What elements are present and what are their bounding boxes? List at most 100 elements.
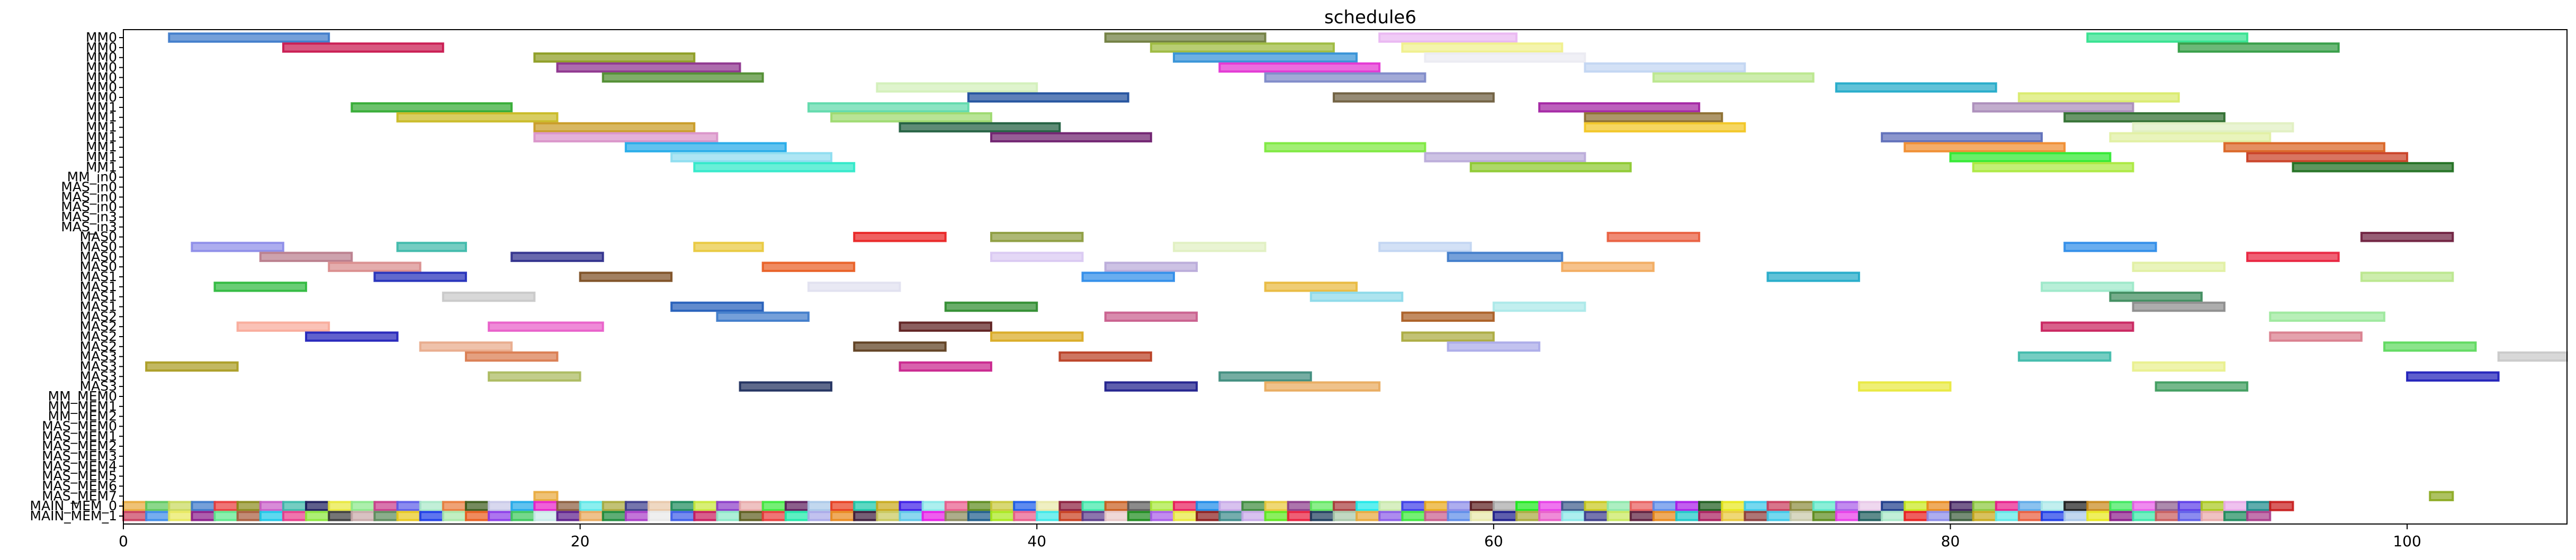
y-tick-label: MAS1 <box>80 299 117 314</box>
task-bar-281 <box>1652 511 1677 521</box>
y-tick-label: MM0 <box>86 69 117 85</box>
task-bar-70 <box>373 272 467 282</box>
y-tick-label: MAS_in0 <box>61 199 117 214</box>
task-bar-118 <box>2429 491 2454 501</box>
task-bar-139 <box>579 501 604 511</box>
task-bar-53 <box>2360 231 2454 242</box>
task-bar-222 <box>305 511 330 521</box>
task-bar-44 <box>1949 152 2112 162</box>
task-bar-159 <box>1036 501 1061 511</box>
task-bar-24 <box>1538 102 1701 113</box>
task-bar-113 <box>1104 381 1198 392</box>
task-bar-235 <box>602 511 627 521</box>
task-bar-111 <box>2406 371 2500 382</box>
y-tick-label: MAS2 <box>80 319 117 334</box>
task-bar-189 <box>1721 501 1746 511</box>
task-bar-183 <box>1584 501 1609 511</box>
task-bar-205 <box>2086 501 2112 511</box>
task-bar-26 <box>396 112 559 123</box>
task-bar-155 <box>944 501 970 511</box>
task-bar-283 <box>1698 511 1724 521</box>
task-bar-221 <box>282 511 308 521</box>
task-bar-31 <box>899 122 1061 133</box>
task-bar-209 <box>2177 501 2203 511</box>
y-tick-label: MM0 <box>86 89 117 105</box>
task-bar-299 <box>2063 511 2089 521</box>
task-bar-224 <box>351 511 376 521</box>
task-bar-174 <box>1378 501 1404 511</box>
task-bar-40 <box>1904 142 2066 152</box>
task-bar-132 <box>419 501 444 511</box>
y-tick-label: MAS3 <box>80 349 117 364</box>
task-bar-137 <box>533 501 559 511</box>
task-bar-1 <box>1104 32 1267 43</box>
y-tick-label: MM1 <box>86 139 117 155</box>
task-bar-30 <box>533 122 696 133</box>
task-bar-87 <box>1104 311 1198 322</box>
task-bar-194 <box>1835 501 1860 511</box>
task-bar-13 <box>1584 62 1746 73</box>
y-tick-label: MM1 <box>86 159 117 175</box>
task-bar-257 <box>1104 511 1129 521</box>
task-bar-270 <box>1401 511 1426 521</box>
task-bar-130 <box>373 501 399 511</box>
task-bar-144 <box>693 501 719 511</box>
x-tick-label: 20 <box>571 532 590 550</box>
task-bar-240 <box>716 511 741 521</box>
task-bar-254 <box>1036 511 1061 521</box>
task-bar-6 <box>1401 42 1564 53</box>
y-tick-label: MM_in0 <box>67 169 117 185</box>
task-bar-188 <box>1698 501 1724 511</box>
task-bar-123 <box>213 501 239 511</box>
task-bar-78 <box>2040 282 2134 292</box>
x-tick-label: 80 <box>1941 532 1960 550</box>
task-bar-124 <box>236 501 262 511</box>
task-bar-110 <box>1218 371 1312 382</box>
task-bar-247 <box>876 511 901 521</box>
y-tick-label: MM0 <box>86 30 117 45</box>
task-bar-81 <box>2109 291 2203 302</box>
task-bar-212 <box>2246 501 2272 511</box>
task-bar-246 <box>853 511 878 521</box>
task-bars <box>122 32 2568 521</box>
task-bar-50 <box>853 231 947 242</box>
task-bar-150 <box>830 501 856 511</box>
task-bar-249 <box>921 511 947 521</box>
task-bar-32 <box>1584 122 1746 133</box>
task-bar-292 <box>1904 511 1929 521</box>
task-bar-4 <box>282 42 444 53</box>
y-tick-label: MAS0 <box>80 239 117 255</box>
task-bar-305 <box>2200 511 2226 521</box>
task-bar-207 <box>2132 501 2157 511</box>
task-bar-161 <box>1081 501 1107 511</box>
task-bar-134 <box>464 501 490 511</box>
task-bar-56 <box>693 241 764 252</box>
task-bar-250 <box>944 511 970 521</box>
task-bar-282 <box>1675 511 1701 521</box>
y-tick-label: MAS1 <box>80 269 117 284</box>
task-bar-192 <box>1789 501 1815 511</box>
task-bar-227 <box>419 511 444 521</box>
task-bar-88 <box>1401 311 1495 322</box>
task-bar-284 <box>1721 511 1746 521</box>
task-bar-138 <box>556 501 581 511</box>
task-bar-177 <box>1447 501 1472 511</box>
task-bar-67 <box>1104 261 1198 272</box>
task-bar-266 <box>1309 511 1335 521</box>
task-bar-151 <box>853 501 878 511</box>
task-bar-243 <box>784 511 810 521</box>
task-bar-170 <box>1287 501 1312 511</box>
task-bar-27 <box>830 112 992 123</box>
task-bar-298 <box>2040 511 2066 521</box>
task-bar-16 <box>1652 72 1815 83</box>
task-bar-304 <box>2177 511 2203 521</box>
task-bar-264 <box>1264 511 1289 521</box>
task-bar-231 <box>510 511 536 521</box>
task-bar-94 <box>305 331 399 342</box>
task-bar-259 <box>1150 511 1175 521</box>
task-bar-19 <box>967 92 1129 103</box>
task-bar-179 <box>1492 501 1518 511</box>
task-bar-101 <box>2383 341 2477 352</box>
task-bar-219 <box>236 511 262 521</box>
task-bar-202 <box>2017 501 2043 511</box>
